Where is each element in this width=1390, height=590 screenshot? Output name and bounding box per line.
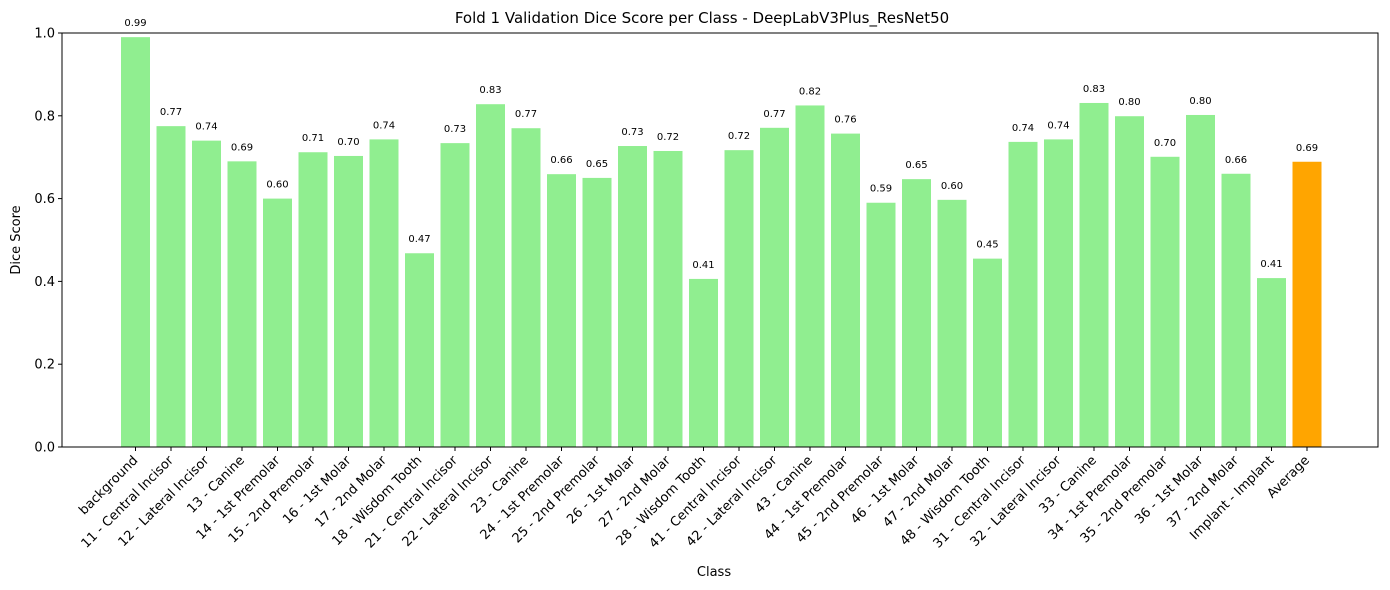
- value-label-24: 0.45: [976, 240, 998, 251]
- bar-31: [1221, 173, 1251, 447]
- y-tick-label-5: 1.0: [34, 27, 55, 42]
- bar-3: [227, 161, 257, 447]
- y-tick-label-1: 0.2: [34, 358, 55, 373]
- value-label-23: 0.60: [941, 181, 963, 192]
- bar-20: [831, 133, 860, 448]
- x-axis-title: Class: [697, 565, 731, 580]
- bar-33: [1292, 161, 1322, 447]
- bar-28: [1115, 116, 1144, 448]
- value-label-5: 0.71: [302, 133, 324, 144]
- bar-16: [689, 278, 718, 447]
- value-label-31: 0.66: [1225, 155, 1247, 166]
- y-axis: 0.0 0.2 0.4 0.6 0.8 1.0: [34, 27, 62, 456]
- bar-27: [1079, 102, 1109, 447]
- value-label-6: 0.70: [337, 137, 359, 148]
- bar-24: [973, 258, 1002, 447]
- value-label-18: 0.77: [763, 109, 785, 120]
- value-labels-group: 0.99 0.77 0.74 0.69 0.60 0.71 0.70 0.74 0.47 0.73…: [124, 18, 1318, 271]
- bar-26: [1044, 139, 1073, 447]
- value-label-15: 0.72: [657, 132, 679, 143]
- bar-18: [760, 127, 789, 447]
- bar-8: [405, 253, 434, 447]
- value-label-20: 0.76: [834, 115, 856, 126]
- bar-2: [192, 140, 221, 447]
- value-label-3: 0.69: [231, 142, 253, 153]
- value-label-0: 0.99: [124, 18, 146, 29]
- value-label-11: 0.77: [515, 109, 537, 120]
- y-tick-label-4: 0.8: [34, 109, 55, 124]
- value-label-9: 0.73: [444, 124, 466, 135]
- bar-25: [1008, 141, 1038, 447]
- value-label-19: 0.82: [799, 86, 821, 97]
- value-label-26: 0.74: [1047, 120, 1069, 131]
- bar-32: [1257, 278, 1286, 447]
- value-label-30: 0.80: [1189, 96, 1211, 107]
- bar-6: [334, 155, 363, 447]
- value-label-7: 0.74: [373, 120, 395, 131]
- bar-21: [866, 202, 896, 447]
- value-label-25: 0.74: [1012, 123, 1034, 134]
- bar-12: [547, 174, 576, 447]
- bar-10: [476, 104, 505, 447]
- value-label-27: 0.83: [1083, 84, 1105, 95]
- bar-15: [653, 150, 683, 448]
- bar-23: [937, 199, 967, 447]
- value-label-21: 0.59: [870, 184, 892, 195]
- value-label-4: 0.60: [266, 180, 288, 191]
- value-label-16: 0.41: [692, 260, 714, 271]
- bar-9: [440, 143, 470, 447]
- bar-0: [121, 37, 150, 447]
- bar-19: [795, 105, 825, 447]
- bar-7: [369, 139, 399, 447]
- value-label-32: 0.41: [1260, 259, 1282, 270]
- value-label-14: 0.73: [621, 127, 643, 138]
- value-label-1: 0.77: [160, 107, 182, 118]
- y-tick-label-2: 0.4: [34, 275, 55, 290]
- value-label-22: 0.65: [905, 160, 927, 171]
- value-label-2: 0.74: [195, 122, 217, 133]
- bar-17: [724, 150, 754, 448]
- bar-29: [1150, 156, 1180, 447]
- bars-group: [121, 37, 1322, 448]
- bar-11: [511, 128, 541, 447]
- bar-5: [298, 152, 328, 447]
- value-label-17: 0.72: [728, 131, 750, 142]
- plot-frame: [61, 32, 1379, 448]
- bar-1: [156, 126, 186, 448]
- y-axis-title: Dice Score: [9, 205, 24, 274]
- bar-30: [1186, 114, 1215, 448]
- value-label-13: 0.65: [586, 159, 608, 170]
- y-tick-label-0: 0.0: [34, 441, 55, 456]
- chart-title: Fold 1 Validation Dice Score per Class -…: [455, 9, 949, 28]
- bar-13: [582, 177, 612, 447]
- value-label-28: 0.80: [1118, 97, 1140, 108]
- value-label-29: 0.70: [1154, 138, 1176, 149]
- value-label-10: 0.83: [479, 85, 501, 96]
- bar-4: [263, 198, 292, 447]
- value-label-12: 0.66: [550, 155, 572, 166]
- bar-14: [618, 146, 647, 447]
- value-label-8: 0.47: [408, 234, 430, 245]
- bar-22: [902, 179, 931, 447]
- value-label-33: 0.69: [1296, 143, 1318, 154]
- y-tick-label-3: 0.6: [34, 192, 55, 207]
